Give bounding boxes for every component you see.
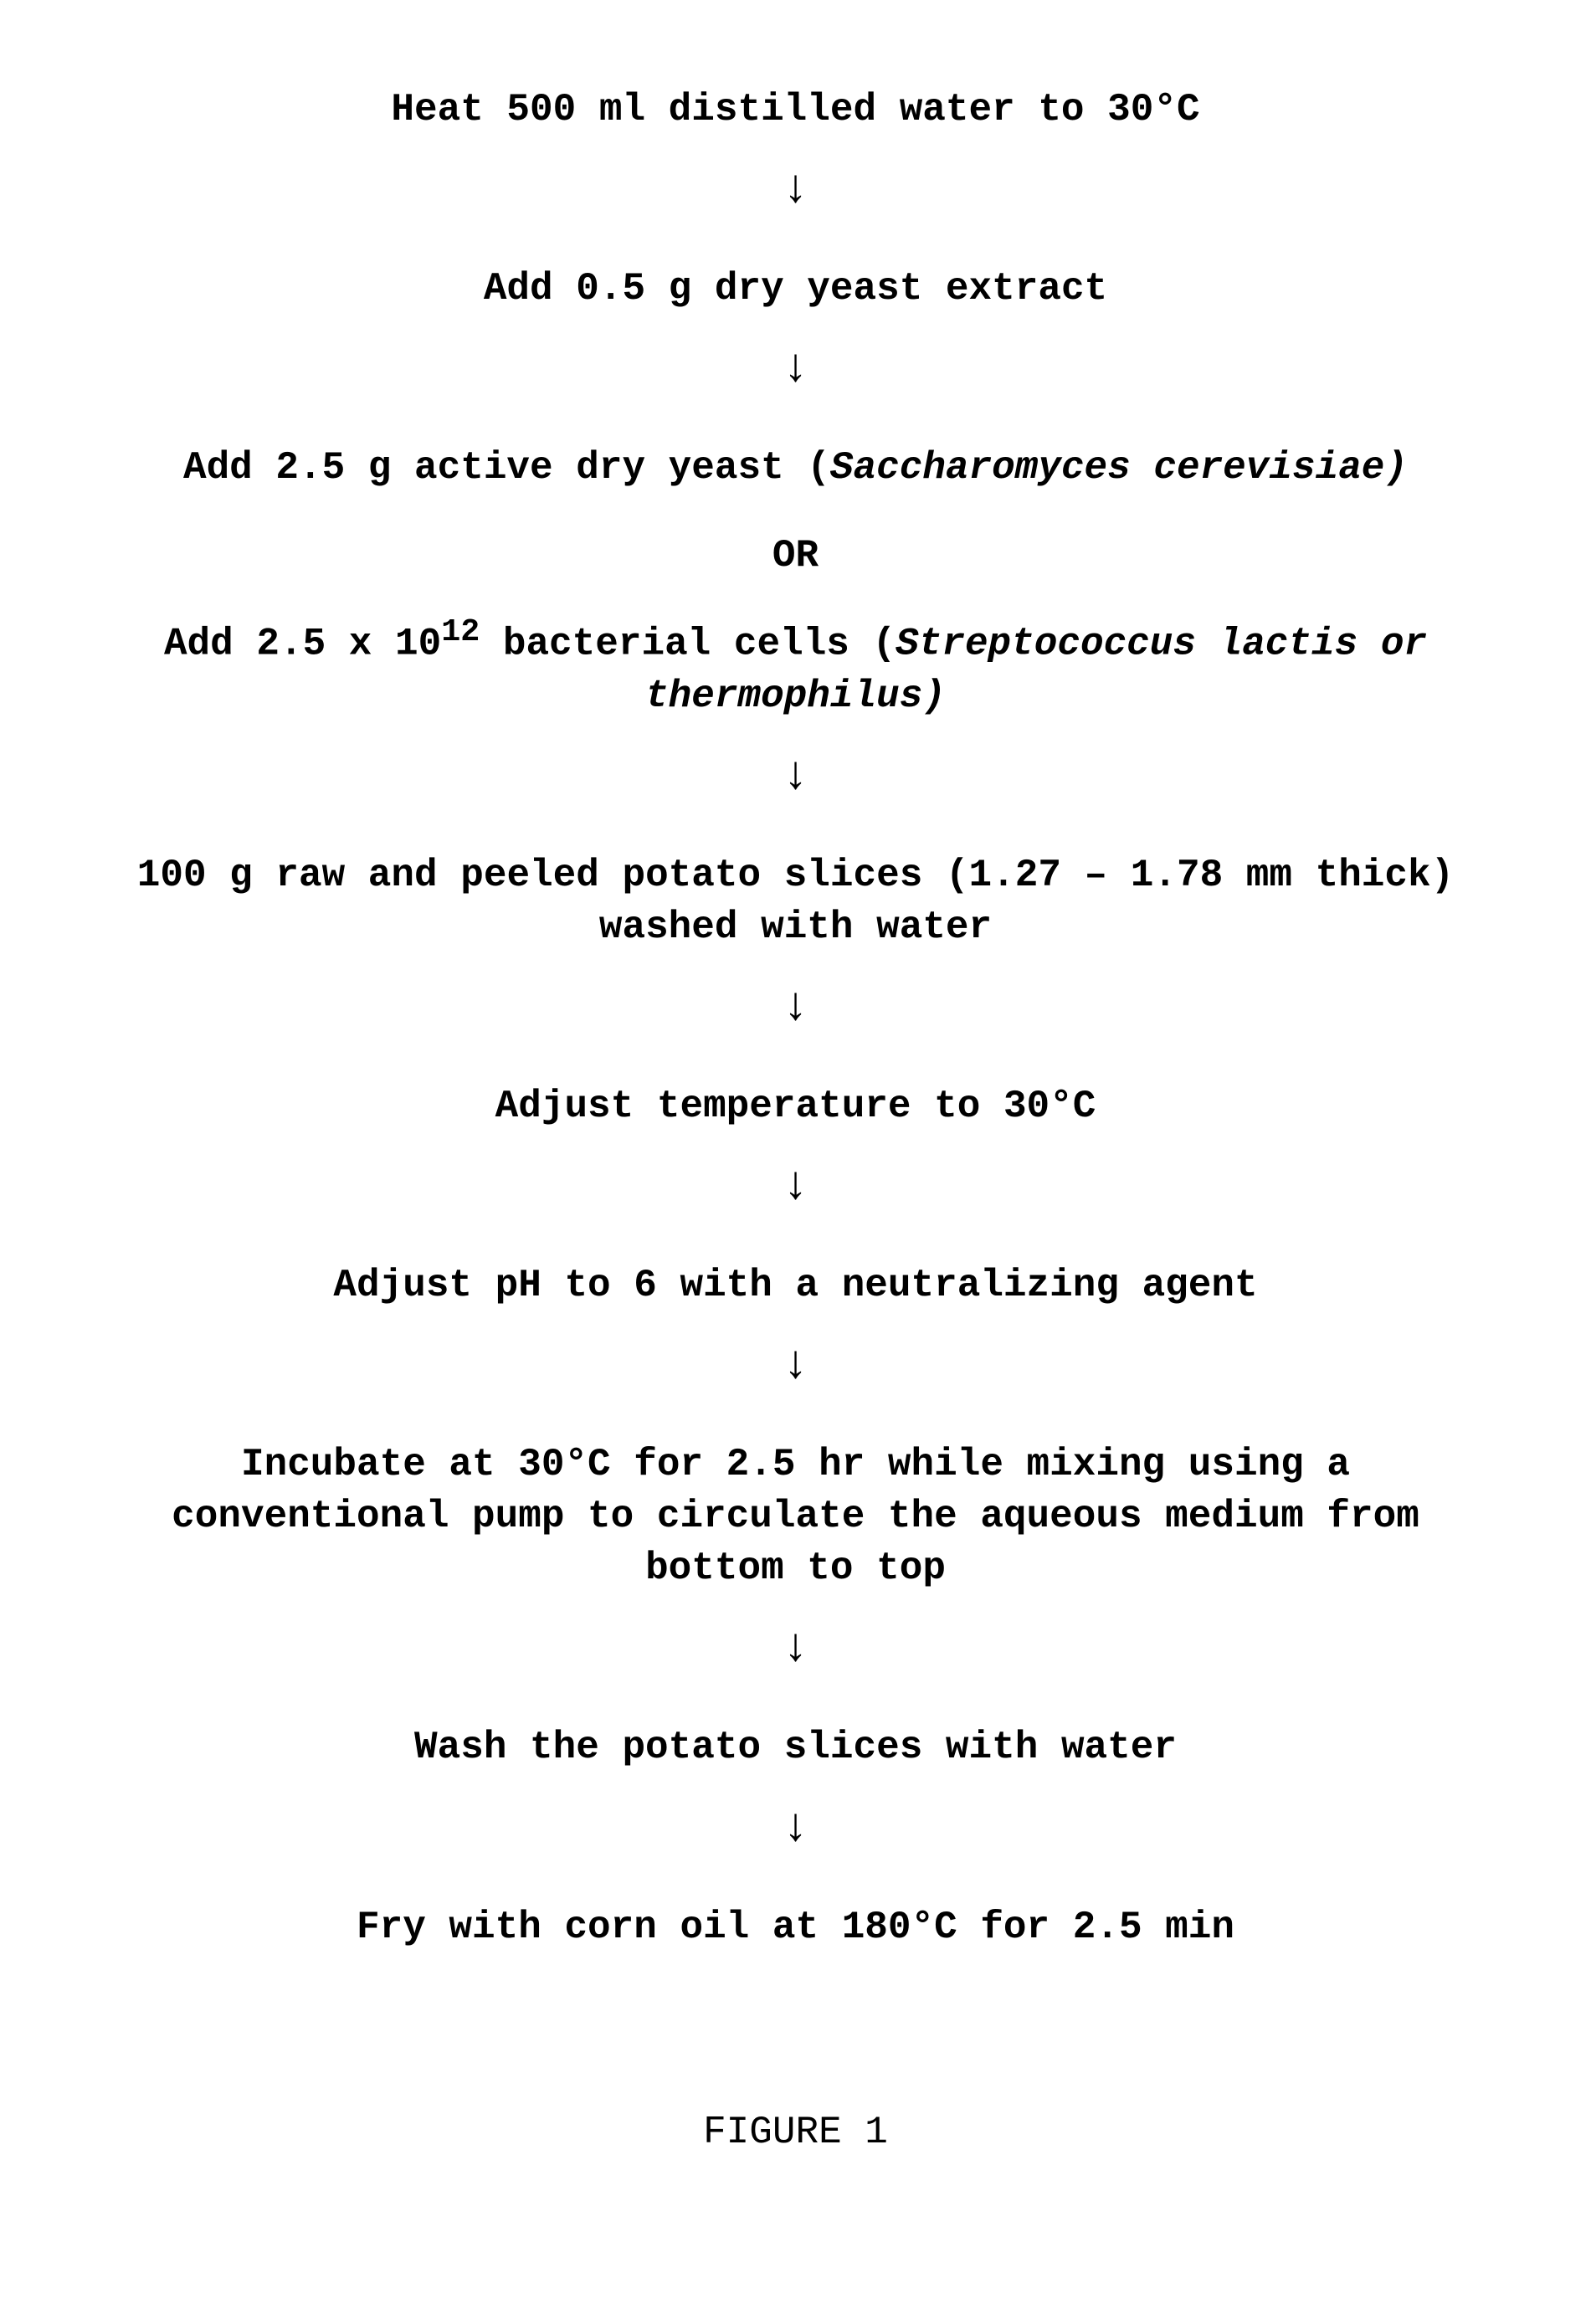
step-3b-mid: bacterial cells ( xyxy=(480,623,896,666)
step-3b-species-line1: Streptococcus lactis or xyxy=(896,623,1427,666)
step-3b-prefix: Add 2.5 x 10 xyxy=(164,623,441,666)
process-flowchart: Heat 500 ml distilled water to 30°C ↓ Ad… xyxy=(0,84,1591,2154)
or-label: OR xyxy=(85,534,1507,577)
step-3b-exponent: 12 xyxy=(441,613,480,650)
step-4-line2: washed with water xyxy=(599,905,992,949)
arrow-icon: ↓ xyxy=(85,1162,1507,1209)
step-2-add-yeast-extract: Add 0.5 g dry yeast extract xyxy=(85,263,1507,315)
step-4-line1: 100 g raw and peeled potato slices (1.27… xyxy=(137,854,1454,897)
step-3b-species-line2: thermophilus) xyxy=(645,675,946,718)
arrow-icon: ↓ xyxy=(85,1624,1507,1671)
step-7-incubate: Incubate at 30°C for 2.5 hr while mixing… xyxy=(85,1439,1507,1594)
step-9-fry: Fry with corn oil at 180°C for 2.5 min xyxy=(85,1901,1507,1953)
step-3a-species: Saccharomyces cerevisiae) xyxy=(830,446,1408,490)
arrow-icon: ↓ xyxy=(85,1804,1507,1851)
arrow-icon: ↓ xyxy=(85,983,1507,1030)
step-5-adjust-temperature: Adjust temperature to 30°C xyxy=(85,1080,1507,1132)
step-6-adjust-ph: Adjust pH to 6 with a neutralizing agent xyxy=(85,1259,1507,1311)
figure-caption: FIGURE 1 xyxy=(85,2111,1507,2154)
arrow-icon: ↓ xyxy=(85,1342,1507,1388)
step-4-potato-slices: 100 g raw and peeled potato slices (1.27… xyxy=(85,849,1507,953)
step-3a-prefix: Add 2.5 g active dry yeast ( xyxy=(183,446,830,490)
step-7-line3: bottom to top xyxy=(645,1547,946,1590)
step-8-wash-slices: Wash the potato slices with water xyxy=(85,1721,1507,1773)
arrow-icon: ↓ xyxy=(85,752,1507,799)
arrow-icon: ↓ xyxy=(85,345,1507,392)
step-3a-add-active-yeast: Add 2.5 g active dry yeast (Saccharomyce… xyxy=(85,442,1507,494)
step-1-heat-water: Heat 500 ml distilled water to 30°C xyxy=(85,84,1507,136)
step-3b-add-bacterial-cells: Add 2.5 x 1012 bacterial cells (Streptoc… xyxy=(85,611,1507,722)
step-7-line2: conventional pump to circulate the aqueo… xyxy=(172,1495,1419,1538)
arrow-icon: ↓ xyxy=(85,166,1507,213)
step-7-line1: Incubate at 30°C for 2.5 hr while mixing… xyxy=(241,1443,1350,1486)
